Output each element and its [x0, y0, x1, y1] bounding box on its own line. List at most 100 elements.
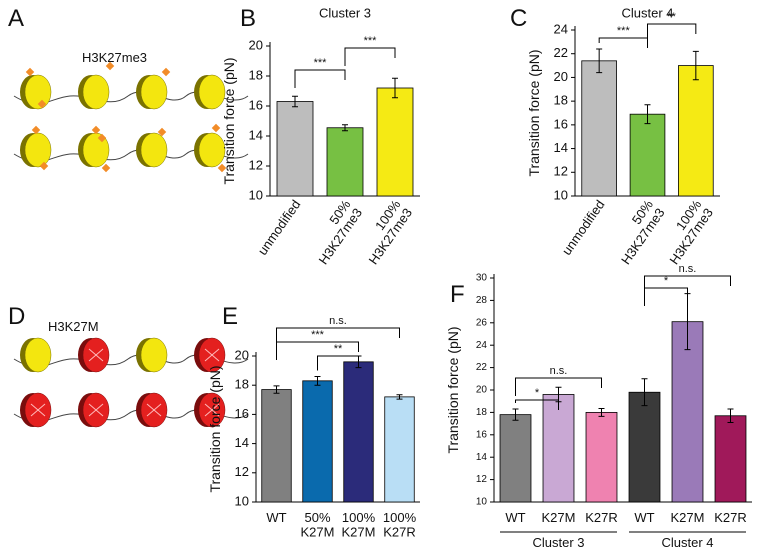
significance-label: n.s.	[329, 315, 347, 327]
nucleosome-face	[198, 132, 226, 168]
y-tick-label: 14	[554, 140, 568, 155]
error-bar	[392, 77, 398, 99]
diagram-label: H3K27M	[48, 319, 99, 334]
y-axis-title: Transition force (pN)	[526, 49, 542, 176]
y-tick-label: 10	[476, 497, 488, 508]
y-tick-label: 18	[249, 67, 263, 82]
methyl-mark	[217, 163, 227, 173]
bar	[499, 414, 532, 503]
mutation-mark	[88, 403, 104, 417]
significance-label: **	[667, 11, 676, 23]
y-tick-label: 22	[554, 45, 568, 60]
bar	[343, 361, 374, 503]
significance-bracket	[647, 23, 697, 42]
bar	[276, 101, 314, 197]
y-tick-label: 18	[235, 377, 249, 392]
y-tick-label: 14	[249, 127, 263, 142]
x-tick-label: K27R	[714, 510, 747, 525]
y-tick-label: 10	[554, 187, 568, 202]
methyl-mark	[211, 123, 221, 133]
bar	[261, 389, 292, 503]
x-tick-label: 50% K27M	[301, 510, 335, 539]
x-tick-label: unmodified	[255, 197, 304, 258]
y-tick-label: 20	[235, 347, 249, 362]
significance-label: ***	[617, 25, 631, 37]
x-tick-label: 100% K27R	[383, 510, 417, 539]
y-tick-label: 12	[554, 164, 568, 179]
methyl-mark	[39, 161, 49, 171]
x-tick-label: WT	[634, 510, 654, 525]
y-axis-title: Transition force (pN)	[445, 326, 461, 453]
x-tick-label: 100% K27M	[342, 510, 376, 539]
y-tick-label: 14	[476, 452, 488, 463]
y-tick-label: 16	[249, 97, 263, 112]
significance-bracket	[515, 399, 559, 410]
nucleosome-face	[140, 132, 168, 168]
error-bar	[273, 385, 280, 394]
panel-label: A	[8, 5, 24, 32]
nucleosome-face	[24, 132, 52, 168]
nucleosome-face	[24, 337, 52, 373]
bar	[628, 391, 661, 503]
y-tick-label: 16	[235, 406, 249, 421]
y-tick-label: 24	[554, 21, 568, 36]
bar	[581, 60, 617, 197]
group-label: Cluster 4	[661, 535, 713, 550]
error-bar	[292, 95, 298, 108]
y-tick-label: 10	[249, 187, 263, 202]
y-axis-title: Transition force (pN)	[221, 57, 237, 184]
panel-label: E	[222, 303, 238, 330]
error-bar	[644, 104, 651, 125]
nucleosome-face	[198, 74, 226, 110]
error-bar	[396, 394, 403, 400]
significance-bracket	[317, 355, 359, 371]
bar	[678, 65, 714, 197]
significance-label: *	[535, 387, 540, 399]
methyl-mark	[161, 67, 171, 77]
mutation-mark	[146, 403, 162, 417]
y-tick-label: 12	[249, 157, 263, 172]
error-bar	[598, 407, 605, 417]
methyl-mark	[105, 61, 115, 71]
error-bar	[596, 48, 603, 74]
y-tick-label: 20	[476, 385, 488, 396]
methyl-mark	[101, 163, 111, 173]
nucleosome-face	[140, 337, 168, 373]
x-tick-label: 100%H3K27me3	[655, 197, 717, 267]
significance-bracket	[294, 69, 346, 88]
chart-title: Cluster 4	[621, 5, 673, 20]
methyl-mark	[37, 99, 47, 109]
bar	[326, 127, 364, 197]
significance-label: ***	[311, 329, 325, 341]
significance-bracket	[598, 37, 648, 48]
methyl-mark	[97, 133, 107, 143]
x-tick-label: WT	[266, 510, 286, 525]
chart-title: Cluster 3	[319, 5, 371, 20]
bar	[629, 113, 666, 197]
bar	[585, 411, 618, 503]
significance-label: *	[664, 275, 669, 287]
methyl-mark	[91, 125, 101, 135]
significance-label: ***	[314, 57, 328, 69]
group-label: Cluster 3	[532, 535, 584, 550]
y-tick-label: 20	[554, 69, 568, 84]
panel-label: F	[450, 281, 465, 308]
x-tick-label: 50%H3K27me3	[304, 197, 366, 267]
y-tick-label: 16	[476, 429, 488, 440]
significance-label: n.s.	[679, 263, 697, 275]
y-tick-label: 16	[554, 116, 568, 131]
y-tick-label: 26	[476, 317, 488, 328]
error-bar	[727, 408, 734, 423]
methyl-mark	[31, 125, 41, 135]
y-axis-title: Transition force (pN)	[207, 365, 223, 492]
significance-bracket	[515, 377, 602, 396]
y-tick-label: 30	[476, 273, 488, 284]
panel-label: C	[510, 5, 527, 32]
panel-label: D	[8, 303, 25, 330]
y-tick-label: 28	[476, 295, 488, 306]
y-tick-label: 12	[235, 464, 249, 479]
significance-label: n.s.	[550, 365, 568, 377]
methyl-mark	[157, 127, 167, 137]
x-tick-label: K27R	[585, 510, 618, 525]
y-tick-label: 24	[476, 340, 488, 351]
